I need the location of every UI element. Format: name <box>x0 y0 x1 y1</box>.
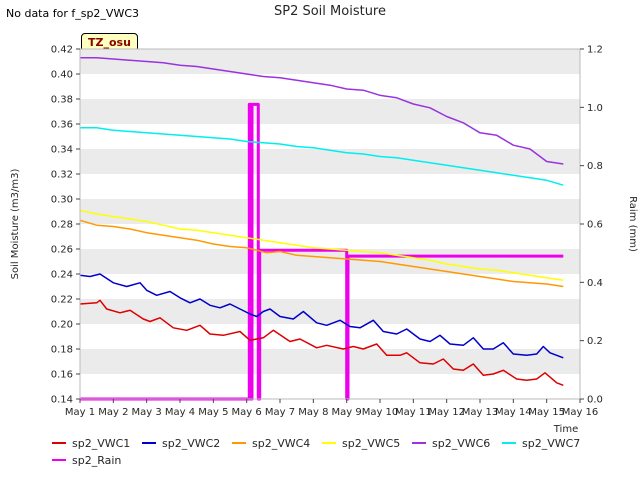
y-tick-label: 0.24 <box>51 270 73 281</box>
x-tick-label: May 10 <box>362 407 399 418</box>
y-tick-label: 0.36 <box>51 120 73 131</box>
grid-band <box>80 249 580 274</box>
x-tick-label: May 14 <box>495 407 532 418</box>
y-tick-label: 0.28 <box>51 220 73 231</box>
x-tick-label: May 16 <box>562 407 599 418</box>
x-tick-label: May 5 <box>198 407 228 418</box>
y2-tick-label: 0.8 <box>587 161 603 172</box>
legend-label: sp2_VWC5 <box>342 437 400 450</box>
x-tick-label: May 6 <box>232 407 262 418</box>
grid-band <box>80 349 580 374</box>
series-line-sp2-vwc1 <box>79 299 564 387</box>
legend-label: sp2_VWC4 <box>252 437 310 450</box>
x-tick-label: May 13 <box>462 407 499 418</box>
grid-band <box>80 49 580 74</box>
legend-label: sp2_VWC2 <box>162 437 220 450</box>
y-axis-label: Soil Moisture (m3/m3) <box>10 169 21 280</box>
x-tick-label: May 11 <box>395 407 432 418</box>
series-line-sp2-vwc7 <box>80 127 564 186</box>
grid-band <box>80 99 580 124</box>
series-line-sp2-vwc4 <box>79 219 564 288</box>
y-tick-label: 0.16 <box>51 370 73 381</box>
legend-label: sp2_VWC7 <box>522 437 580 450</box>
y-tick-label: 0.40 <box>51 70 73 81</box>
x-tick-label: May 1 <box>65 407 95 418</box>
grid-band <box>80 149 580 174</box>
y-tick-label: 0.34 <box>51 145 73 156</box>
x-tick-label: May 3 <box>132 407 162 418</box>
x-tick-label: May 2 <box>98 407 128 418</box>
y2-tick-label: 0.2 <box>587 336 603 347</box>
series-line-sp2-vwc5 <box>79 209 564 282</box>
y2-tick-label: 0.0 <box>587 395 603 406</box>
no-data-note: No data for f_sp2_VWC3 <box>6 7 140 20</box>
y2-tick-label: 0.6 <box>587 220 603 231</box>
x-tick-label: May 9 <box>332 407 362 418</box>
y-tick-label: 0.18 <box>51 345 73 356</box>
legend-label: sp2_VWC6 <box>432 437 490 450</box>
y-tick-label: 0.38 <box>51 95 73 106</box>
series-line-sp2-vwc6 <box>80 57 564 165</box>
y-tick-label: 0.32 <box>51 170 73 181</box>
x-tick-label: May 7 <box>265 407 295 418</box>
x-tick-label: May 12 <box>428 407 465 418</box>
y-tick-label: 0.14 <box>51 395 73 406</box>
chart-title: SP2 Soil Moisture <box>274 4 386 19</box>
y-tick-label: 0.42 <box>51 45 73 56</box>
x-tick-label: May 15 <box>528 407 565 418</box>
y-tick-label: 0.26 <box>51 245 73 256</box>
y2-tick-label: 1.0 <box>587 103 603 114</box>
y2-tick-label: 1.2 <box>587 45 603 56</box>
y-tick-label: 0.30 <box>51 195 73 206</box>
x-tick-label: May 8 <box>298 407 328 418</box>
y2-tick-label: 0.4 <box>587 278 603 289</box>
x-tick-label: May 4 <box>165 407 195 418</box>
legend-label: sp2_Rain <box>72 454 121 467</box>
y-tick-label: 0.20 <box>51 320 73 331</box>
y2-axis-label: Raim (mm) <box>627 196 638 252</box>
grid-band <box>80 199 580 224</box>
y-tick-label: 0.22 <box>51 295 73 306</box>
x-axis-label: Time <box>553 424 578 435</box>
series-line-sp2-vwc2 <box>79 273 564 359</box>
legend-label: sp2_VWC1 <box>72 437 130 450</box>
